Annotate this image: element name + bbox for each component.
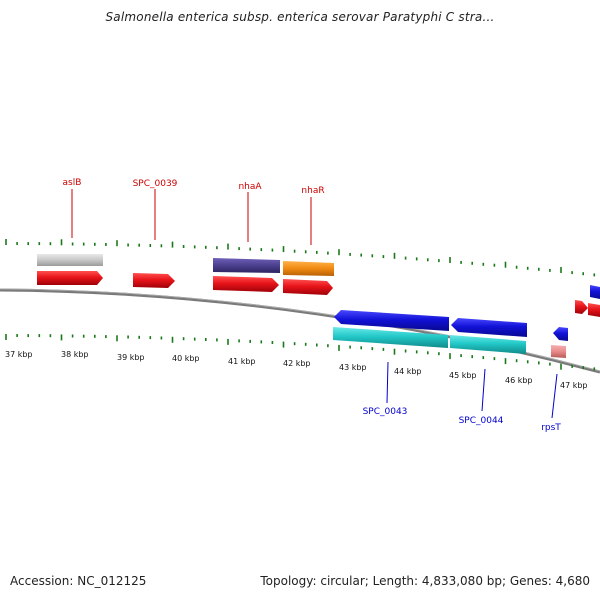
leader-line-rpsT bbox=[551, 373, 558, 419]
tick-label: 44 kbp bbox=[394, 367, 422, 376]
feature-row-reverse-cds bbox=[334, 310, 568, 341]
gene-label-nhaA[interactable]: nhaA bbox=[238, 182, 262, 192]
cds-nhaR-arrow[interactable] bbox=[283, 279, 333, 295]
outer-tick-ring bbox=[5, 239, 596, 277]
top-gene-labels: aslB SPC_0039 nhaA nhaR bbox=[63, 178, 325, 245]
tick-labels: 37 kbp 38 kbp 39 kbp 40 kbp 41 kbp 42 kb… bbox=[5, 350, 588, 390]
bottom-gene-labels: SPC_0043 SPC_0044 rpsT bbox=[363, 361, 561, 433]
tick-label: 42 kbp bbox=[283, 359, 311, 368]
gene-aslB-feature[interactable] bbox=[37, 254, 103, 266]
tick-label: 47 kbp bbox=[560, 381, 588, 390]
gene-label-rpsT[interactable]: rpsT bbox=[541, 423, 561, 433]
gene-label-aslB[interactable]: aslB bbox=[63, 178, 82, 188]
tick-label: 38 kbp bbox=[61, 350, 89, 359]
cds-aslB-arrow[interactable] bbox=[37, 271, 103, 285]
gene-nhaR-feature[interactable] bbox=[283, 261, 334, 276]
tick-label: 39 kbp bbox=[117, 353, 145, 362]
accession-label: Accession: bbox=[10, 574, 74, 588]
cds-SPC_0043-arrow[interactable] bbox=[334, 310, 449, 331]
gene-label-SPC_0043[interactable]: SPC_0043 bbox=[363, 407, 408, 417]
tick-label: 43 kbp bbox=[339, 363, 367, 372]
tick-label: 46 kbp bbox=[505, 376, 533, 385]
tick-label: 40 kbp bbox=[172, 354, 200, 363]
tick-label: 45 kbp bbox=[449, 371, 477, 380]
topology-info: Topology: circular; Length: 4,833,080 bp… bbox=[260, 574, 590, 588]
gene-SPC_0044-feature[interactable] bbox=[450, 335, 526, 354]
feature-row-forward-cds bbox=[37, 271, 600, 317]
inner-tick-ring bbox=[5, 334, 596, 371]
gene-SPC_0043-feature[interactable] bbox=[333, 327, 448, 348]
map-title: Salmonella enterica subsp. enterica sero… bbox=[105, 10, 495, 24]
cds-SPC_0039-arrow[interactable] bbox=[133, 273, 175, 288]
feature-row-reverse-lower bbox=[333, 327, 566, 358]
feature-row-forward-upper bbox=[37, 254, 334, 276]
cds-small-arrow-right-1[interactable] bbox=[575, 300, 588, 314]
accession-value: NC_012125 bbox=[77, 574, 147, 588]
gene-rpsT-feature[interactable] bbox=[551, 345, 566, 358]
gene-label-nhaR[interactable]: nhaR bbox=[301, 186, 324, 196]
leader-line-SPC_0044 bbox=[481, 368, 486, 412]
gene-nhaA-feature[interactable] bbox=[213, 258, 280, 273]
cds-rpsT-arrow[interactable] bbox=[553, 327, 568, 341]
tick-label: 41 kbp bbox=[228, 357, 256, 366]
leader-line-SPC_0043 bbox=[386, 361, 389, 404]
cds-edge-blue[interactable] bbox=[590, 285, 600, 299]
cds-nhaA-arrow[interactable] bbox=[213, 276, 279, 292]
cds-small-arrow-right-2[interactable] bbox=[588, 303, 600, 317]
tick-label: 37 kbp bbox=[5, 350, 33, 359]
accession-info: Accession: NC_012125 bbox=[10, 574, 146, 588]
gene-label-SPC_0039[interactable]: SPC_0039 bbox=[133, 179, 178, 189]
cds-SPC_0044-arrow[interactable] bbox=[451, 318, 527, 337]
gene-label-SPC_0044[interactable]: SPC_0044 bbox=[459, 416, 504, 426]
